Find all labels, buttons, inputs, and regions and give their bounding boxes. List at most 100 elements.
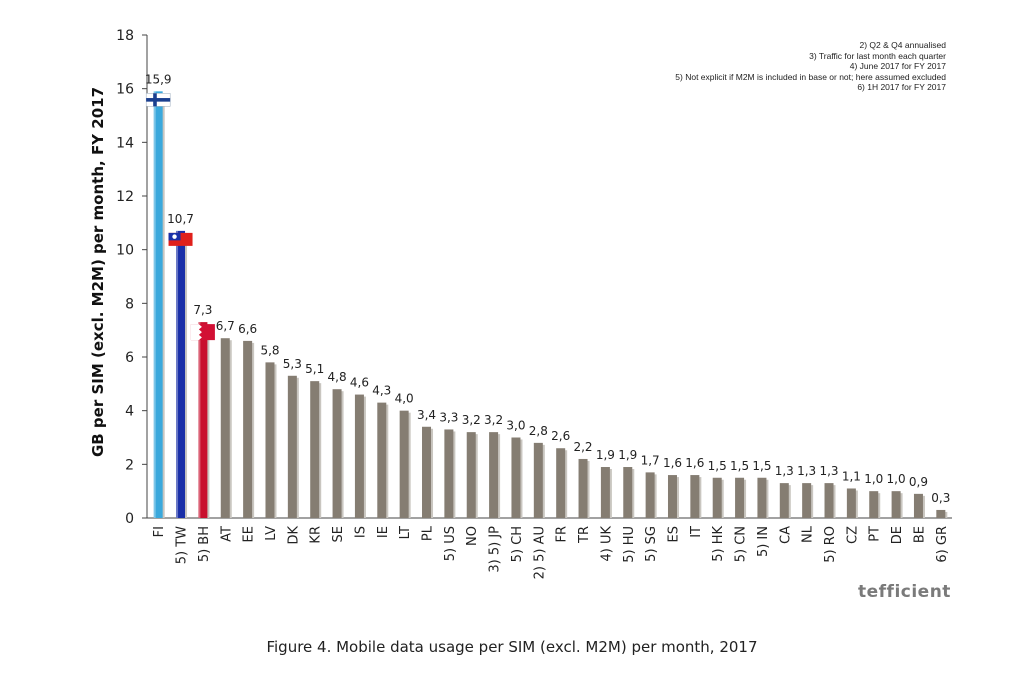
bar (332, 389, 342, 518)
bar (757, 477, 767, 518)
value-label: 3,0 (506, 419, 525, 433)
value-label: 5,8 (260, 343, 279, 357)
value-label: 4,3 (372, 384, 391, 398)
bar (735, 477, 745, 518)
bar (802, 483, 812, 518)
x-tick-label: 6) GR (935, 526, 950, 563)
bar (846, 488, 856, 518)
value-label: 4,0 (395, 392, 414, 406)
x-tick-label: PL (421, 525, 436, 541)
y-tick-label: 16 (116, 82, 134, 98)
bar (399, 410, 409, 518)
bar (377, 402, 387, 518)
bar (936, 509, 946, 518)
value-label: 1,3 (797, 464, 816, 478)
value-label: 1,9 (618, 448, 637, 462)
flag-cross (153, 93, 157, 107)
x-tick-label: 5) US (443, 526, 458, 561)
x-tick-label: FI (152, 526, 167, 537)
taiwan-flag-icon (168, 232, 193, 246)
x-tick-label: DK (286, 526, 301, 545)
x-tick-label: 3) 5) JP (488, 526, 503, 573)
bar (287, 375, 297, 518)
value-label: 5,1 (305, 362, 324, 376)
bar (265, 362, 275, 518)
x-tick-label: ES (666, 526, 681, 542)
y-tick-label: 18 (116, 28, 134, 44)
bar (578, 458, 588, 518)
bar (243, 340, 253, 518)
bars (145, 91, 948, 518)
flag-hoist (190, 324, 202, 341)
bar-highlight (198, 322, 201, 518)
bar (824, 483, 834, 518)
footnote: 3) Traffic for last month each quarter (809, 50, 946, 61)
value-label: 4,8 (328, 370, 347, 384)
x-tick-label: 5) RO (823, 526, 838, 563)
value-label: 1,3 (819, 464, 838, 478)
value-label: 0,9 (909, 475, 928, 489)
value-label: 1,6 (663, 456, 682, 470)
x-tick-label: NL (801, 525, 816, 543)
x-tick-label: 5) BH (197, 526, 212, 562)
footnote: 5) Not explicit if M2M is included in ba… (675, 71, 946, 82)
bar (354, 394, 364, 518)
x-tick-label: NO (465, 526, 480, 546)
x-axis-tick-labels: FI 5) TW 5) BH AT EE LV DK KR SE IS IE LT PL 5) US NO 3… (152, 525, 950, 579)
bar (176, 230, 186, 518)
bar (511, 437, 521, 518)
bar (198, 322, 208, 518)
figure-caption: Figure 4. Mobile data usage per SIM (exc… (266, 638, 758, 656)
x-tick-label: KR (309, 526, 324, 544)
bar (869, 491, 879, 518)
footnote: 2) Q2 & Q4 annualised (859, 40, 946, 50)
value-label: 6,6 (238, 322, 257, 336)
bar (220, 338, 230, 518)
y-tick-label: 8 (125, 296, 134, 312)
x-tick-label: AT (219, 526, 234, 542)
x-tick-label: 5) SG (644, 526, 659, 562)
x-tick-label: EE (242, 526, 257, 542)
y-tick-label: 0 (125, 511, 134, 527)
y-tick-label: 14 (116, 135, 134, 151)
x-tick-label: 5) HK (711, 526, 726, 562)
footnotes: 2) Q2 & Q4 annualised 3) Traffic for las… (675, 40, 946, 93)
value-label: 0,3 (931, 491, 950, 505)
value-label: 5,3 (283, 357, 302, 371)
y-axis: 0 2 4 6 8 10 12 14 16 18 (116, 28, 952, 527)
bar (623, 467, 633, 518)
value-label: 2,8 (529, 424, 548, 438)
x-tick-label: TR (577, 526, 592, 544)
finland-flag-icon (145, 93, 171, 107)
value-label: 1,5 (708, 459, 727, 473)
x-tick-label: 5) CH (510, 526, 525, 562)
x-tick-label: 5) CN (734, 526, 749, 562)
value-label: 4,6 (350, 376, 369, 390)
footnote: 6) 1H 2017 for FY 2017 (857, 82, 946, 92)
x-tick-label: LV (264, 526, 279, 541)
bar (891, 491, 901, 518)
bar (466, 432, 476, 518)
bar (153, 91, 163, 518)
bar (489, 432, 499, 518)
bar-highlight (153, 91, 156, 518)
value-label: 10,7 (167, 212, 194, 226)
x-tick-label: CZ (845, 526, 860, 544)
x-tick-label: LT (398, 526, 413, 539)
value-label: 3,3 (439, 410, 458, 424)
value-label: 1,0 (887, 472, 906, 486)
flag-cross (146, 98, 171, 102)
x-tick-label: PT (868, 526, 883, 542)
y-axis-label: GB per SIM (excl. M2M) per month, FY 201… (89, 87, 107, 457)
bar (310, 381, 320, 518)
value-label: 3,2 (462, 413, 481, 427)
bar (913, 493, 923, 518)
tefficient-logo: tefficient (858, 582, 951, 602)
x-tick-label: 2) 5) AU (532, 526, 547, 579)
x-tick-label: 5) TW (175, 526, 190, 564)
value-label: 15,9 (145, 72, 172, 86)
x-tick-label: 4) UK (599, 526, 614, 562)
x-tick-label: IT (689, 526, 704, 538)
bar (779, 483, 789, 518)
